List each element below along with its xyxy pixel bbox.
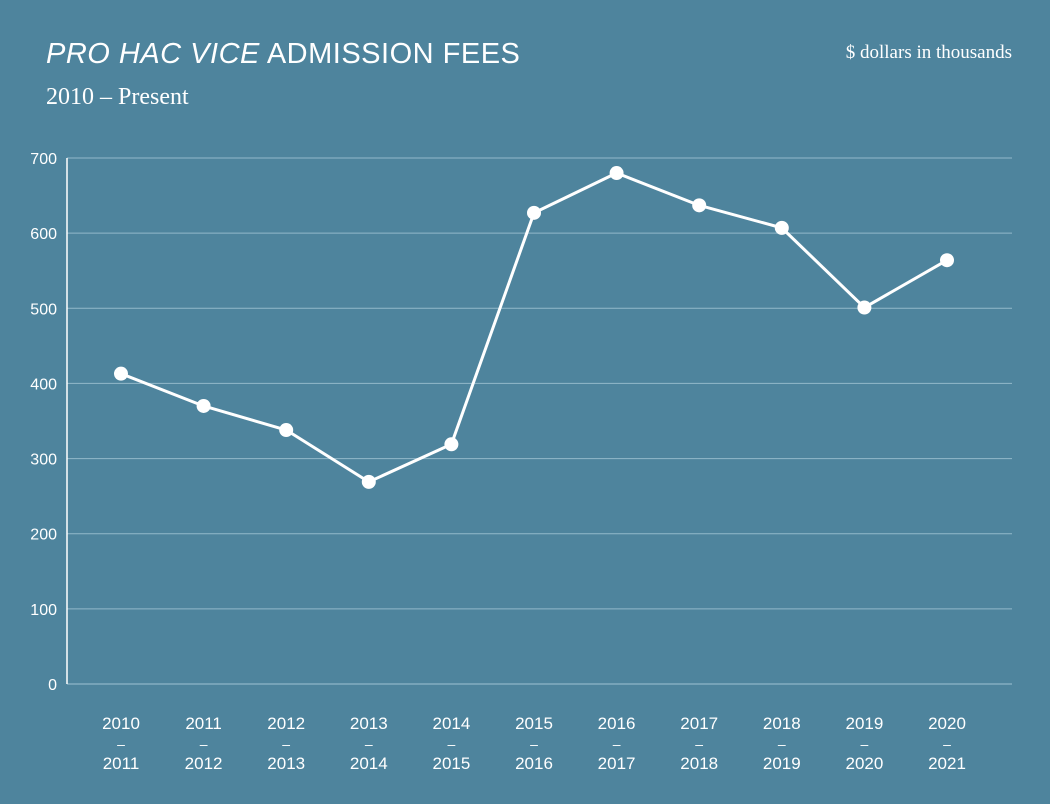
x-tick-label: 2013 <box>350 714 388 733</box>
x-tick-label: – <box>861 736 869 752</box>
x-tick-label: 2020 <box>845 754 883 773</box>
x-tick-label: – <box>943 736 951 752</box>
x-tick-label: 2018 <box>763 714 801 733</box>
x-tick-label: 2015 <box>515 714 553 733</box>
x-tick-label: 2017 <box>680 714 718 733</box>
x-tick-label: – <box>613 736 621 752</box>
data-point <box>940 253 954 268</box>
chart-subtitle: 2010 – Present <box>46 84 189 110</box>
x-tick-label: 2016 <box>598 714 636 733</box>
x-tick-label: – <box>448 736 456 752</box>
x-tick-label: – <box>695 736 703 752</box>
x-tick-label: – <box>200 736 208 752</box>
y-tick-label: 0 <box>48 677 57 694</box>
x-tick-label: 2019 <box>763 754 801 773</box>
y-tick-label: 300 <box>30 452 57 469</box>
x-tick-label: 2018 <box>680 754 718 773</box>
x-tick-label: 2012 <box>185 754 223 773</box>
x-tick-label: 2011 <box>103 754 140 773</box>
y-tick-label: 400 <box>30 376 57 393</box>
data-point <box>361 474 376 489</box>
x-tick-label: 2013 <box>267 754 305 773</box>
x-tick-label: 2010 <box>102 714 140 733</box>
x-tick-label: – <box>530 736 538 752</box>
x-tick-label: 2014 <box>432 714 470 733</box>
x-tick-label: 2017 <box>598 754 636 773</box>
y-tick-label: 100 <box>30 602 57 619</box>
x-tick-label: 2020 <box>928 714 966 733</box>
x-tick-label: 2021 <box>928 754 966 773</box>
chart-title-rest: ADMISSION FEES <box>266 38 521 70</box>
x-tick-label: 2016 <box>515 754 553 773</box>
x-tick-label: 2012 <box>267 714 305 733</box>
data-point <box>609 166 624 181</box>
x-tick-label: 2011 <box>185 714 222 733</box>
x-tick-label: 2014 <box>350 754 388 773</box>
y-tick-label: 200 <box>30 527 57 544</box>
data-point <box>279 423 294 438</box>
x-tick-label: – <box>778 736 786 752</box>
chart-title-italic: PRO HAC VICE <box>46 38 260 70</box>
y-tick-label: 700 <box>30 151 57 168</box>
data-point <box>196 398 211 413</box>
data-point <box>774 220 789 235</box>
data-point <box>444 437 459 452</box>
data-point <box>692 198 707 213</box>
data-point <box>857 300 872 315</box>
data-point <box>114 366 128 381</box>
x-tick-label: – <box>117 736 125 752</box>
x-tick-label: 2019 <box>845 714 883 733</box>
y-tick-label: 500 <box>30 301 57 318</box>
chart-title: PRO HAC VICE ADMISSION FEES <box>46 38 520 71</box>
units-label: $ dollars in thousands <box>845 42 1012 63</box>
data-point <box>527 205 541 220</box>
y-tick-label: 600 <box>30 226 57 243</box>
x-tick-label: – <box>282 736 290 752</box>
x-tick-label: – <box>365 736 373 752</box>
x-tick-label: 2015 <box>432 754 470 773</box>
